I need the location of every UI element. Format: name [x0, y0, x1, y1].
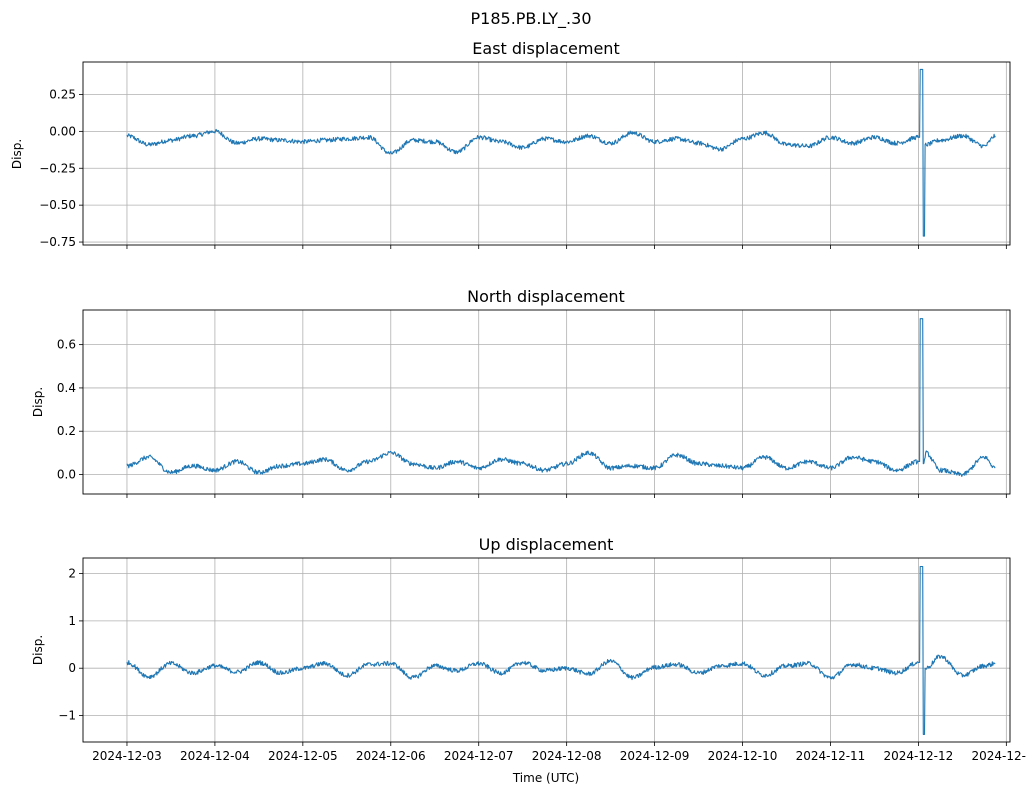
east-subplot: East displacement Disp. 0.25 0.00 −0.25 −0.… — [10, 39, 1011, 249]
x-tick-label: 2024-12-10 — [708, 749, 778, 763]
x-tick-label: 2024-12-06 — [356, 749, 426, 763]
east-ylabel: Disp. — [10, 139, 24, 169]
x-tick-label: 2024-12-04 — [180, 749, 250, 763]
up-subplot: Up displacement Disp. 2024-12-03 2024-12-… — [31, 535, 1027, 763]
x-tick-label: 2024-12-03 — [92, 749, 162, 763]
figure-suptitle: P185.PB.LY_.30 — [471, 9, 592, 29]
east-ytick-label: 0.25 — [49, 87, 76, 101]
east-series-line — [126, 68, 996, 237]
north-ytick-label: 0.4 — [57, 381, 76, 395]
x-tick-label: 2024-12-13 — [971, 749, 1027, 763]
up-series-line — [126, 565, 996, 735]
north-series-line — [126, 318, 996, 477]
up-ytick-label: −1 — [58, 709, 76, 723]
x-axis-label: Time (UTC) — [512, 771, 579, 785]
up-ytick-label: 2 — [68, 567, 76, 581]
east-ytick-label: −0.50 — [39, 198, 76, 212]
up-axes-frame — [82, 557, 1011, 743]
x-tick-label: 2024-12-11 — [796, 749, 866, 763]
north-axes-frame — [82, 309, 1011, 495]
north-ytick-label: 0.2 — [57, 424, 76, 438]
east-ytick-label: 0.00 — [49, 124, 76, 138]
x-tick-label: 2024-12-08 — [532, 749, 602, 763]
east-ytick-label: −0.25 — [39, 161, 76, 175]
x-tick-label: 2024-12-12 — [884, 749, 954, 763]
up-title: Up displacement — [479, 535, 614, 554]
north-ytick-label: 0.0 — [57, 468, 76, 482]
x-tick-label: 2024-12-07 — [444, 749, 514, 763]
north-subplot: North displacement Disp. 0.6 0.4 0.2 0.0 — [31, 287, 1011, 498]
up-ylabel: Disp. — [31, 635, 45, 665]
east-title: East displacement — [472, 39, 619, 58]
north-title: North displacement — [467, 287, 625, 306]
east-axes-frame — [82, 61, 1011, 246]
x-tick-label: 2024-12-09 — [620, 749, 690, 763]
east-ytick-label: −0.75 — [39, 235, 76, 249]
up-ytick-label: 0 — [68, 661, 76, 675]
x-tick-label: 2024-12-05 — [268, 749, 338, 763]
north-ylabel: Disp. — [31, 387, 45, 417]
north-ytick-label: 0.6 — [57, 338, 76, 352]
up-ytick-label: 1 — [68, 614, 76, 628]
